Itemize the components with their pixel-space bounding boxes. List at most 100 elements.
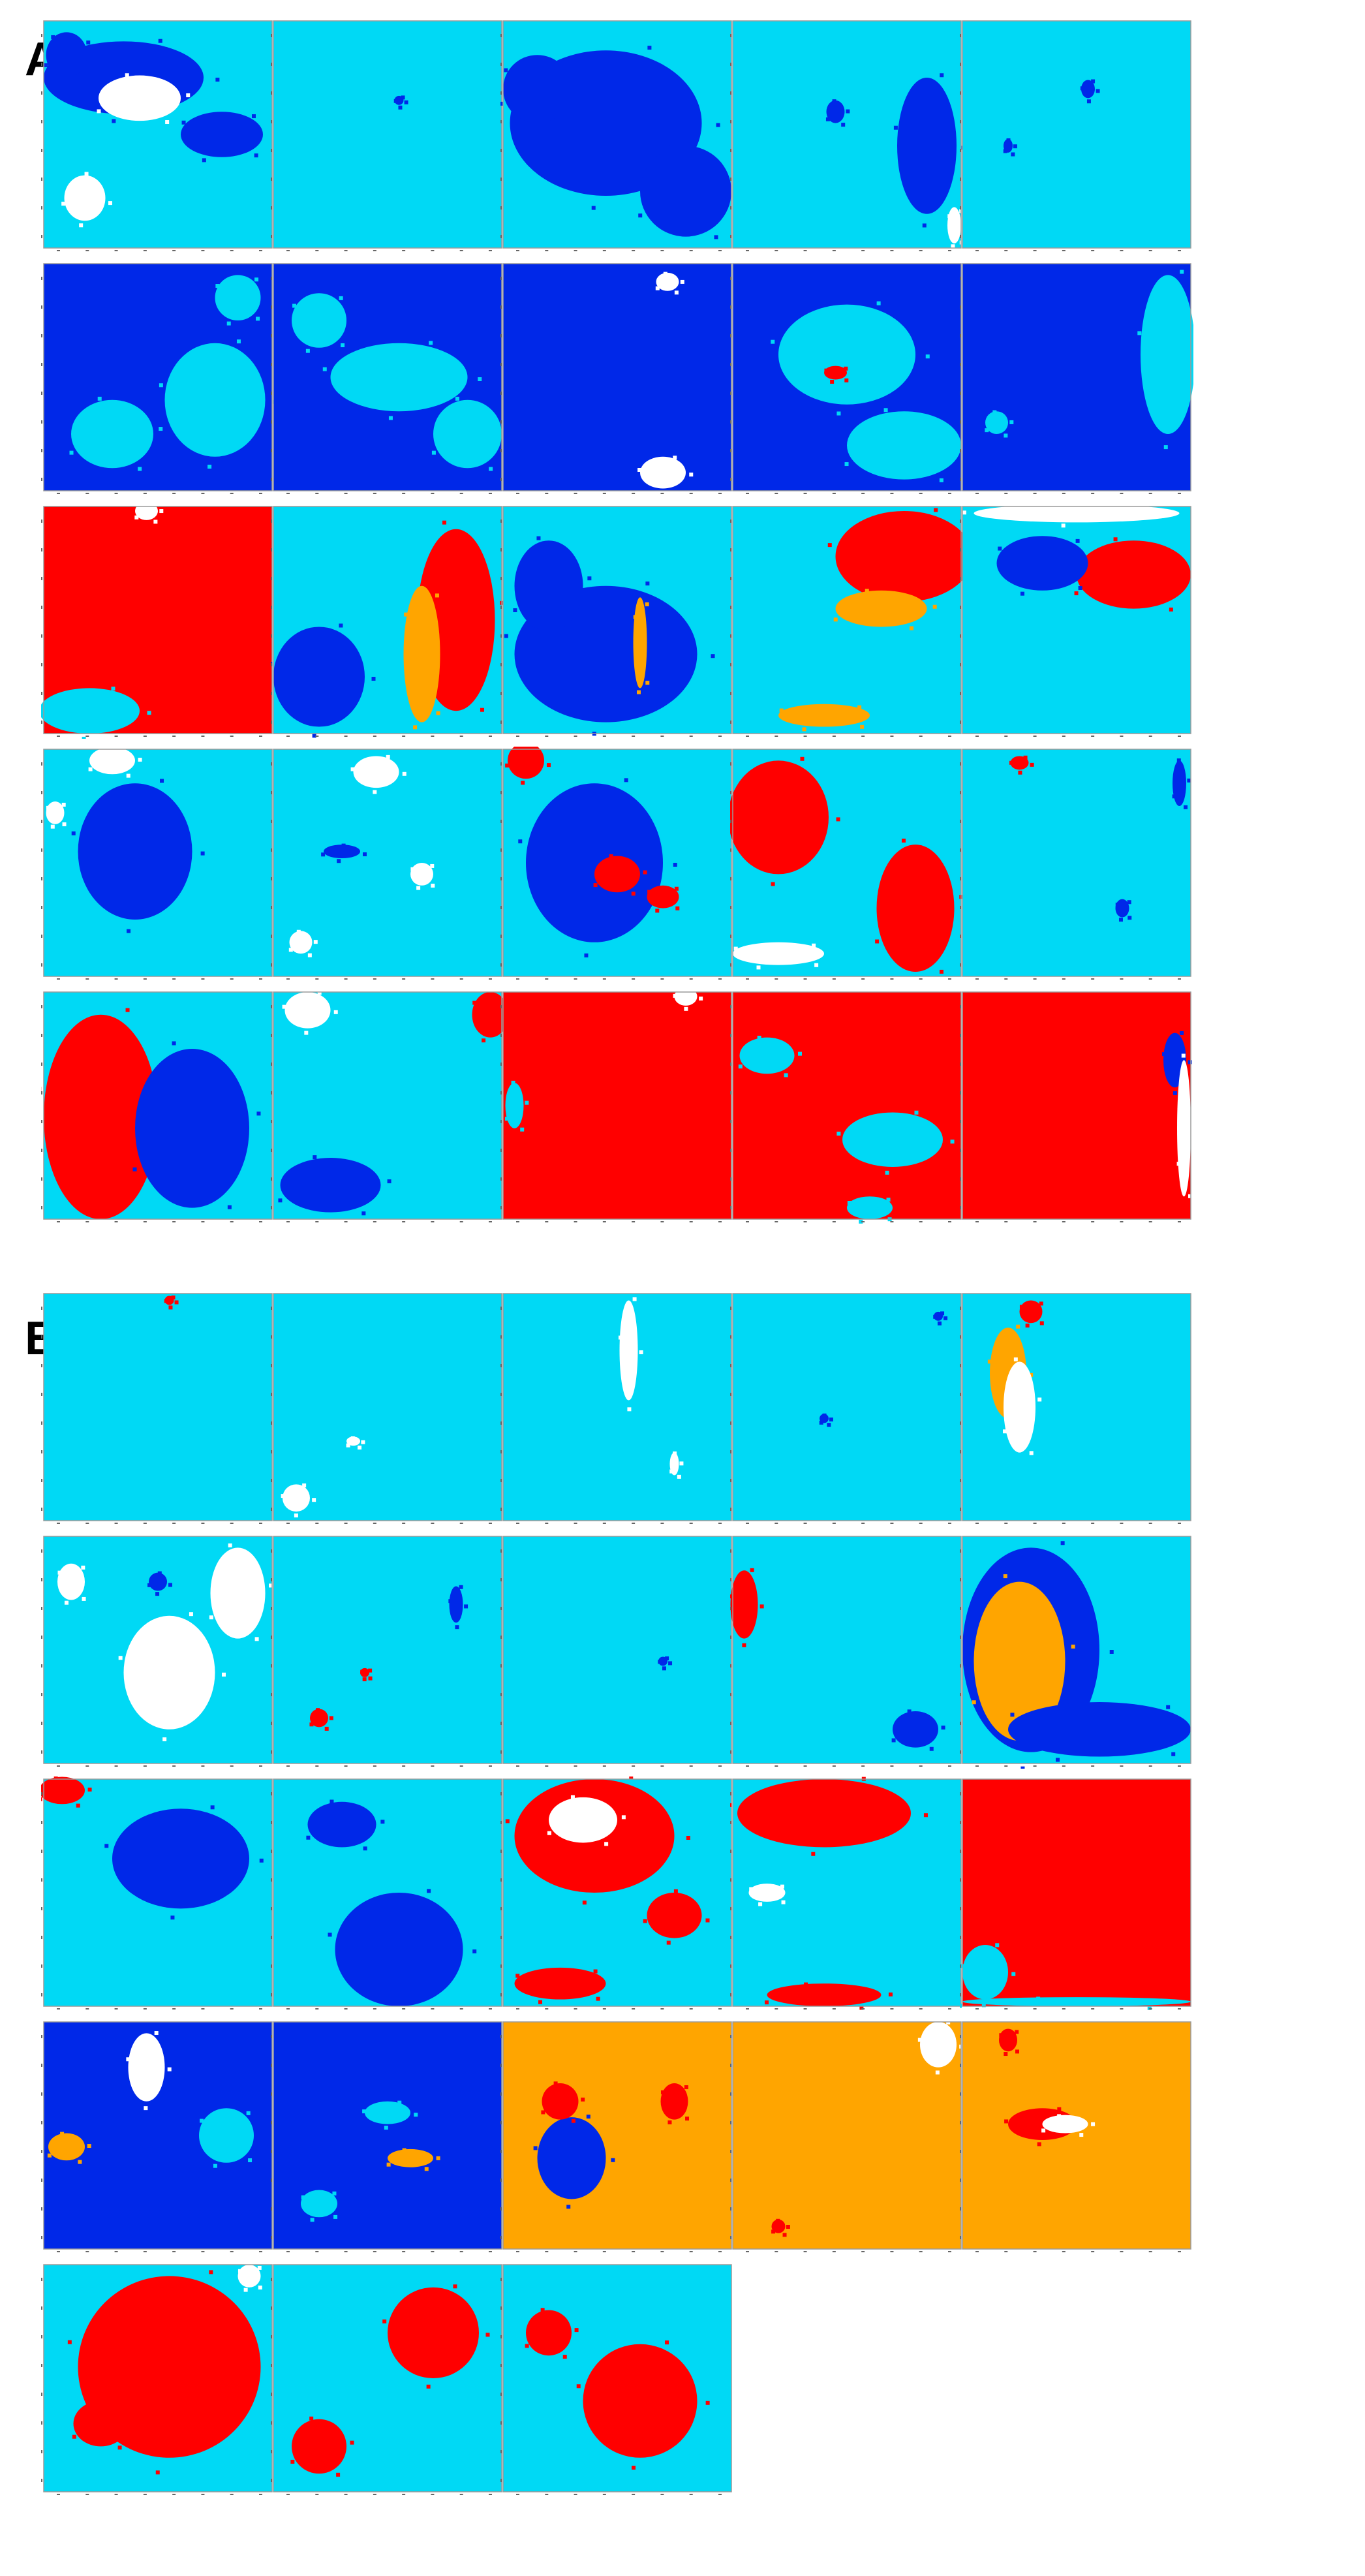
x-axis-tick <box>746 1523 749 1524</box>
y-axis-tick <box>41 2236 42 2239</box>
x-axis-tick <box>775 1765 778 1767</box>
class-speckle-red <box>661 2090 666 2094</box>
class-region-orange <box>48 2133 85 2161</box>
x-axis-tick <box>1178 493 1181 494</box>
class-speckle-red <box>574 2328 579 2333</box>
class-speckle-cyan <box>784 1073 788 1078</box>
x-axis-tick <box>172 250 176 251</box>
map-tile-b-12 <box>271 1777 504 2011</box>
class-region-white <box>238 2265 261 2288</box>
class-region-red <box>472 992 504 1038</box>
x-axis-tick <box>602 2251 606 2252</box>
x-axis-tick <box>574 1523 577 1524</box>
x-axis-tick <box>1033 493 1037 494</box>
x-axis-tick <box>632 978 636 980</box>
y-axis-tick <box>960 1005 961 1008</box>
x-axis-tick <box>660 2008 664 2010</box>
x-axis-tick <box>373 736 376 737</box>
x-axis-tick <box>489 1221 492 1222</box>
x-axis-tick <box>948 493 951 494</box>
y-axis-tick <box>271 2393 272 2396</box>
y-axis-tick <box>960 149 961 152</box>
x-axis-tick <box>1033 978 1037 980</box>
map-frame <box>273 2021 502 2250</box>
class-region-red <box>647 1893 702 1938</box>
class-speckle-white <box>153 520 158 524</box>
map-background <box>733 2022 961 2249</box>
class-speckle-blue <box>200 851 205 856</box>
x-axis-tick <box>143 2494 147 2495</box>
x-axis-tick <box>143 2008 147 2010</box>
class-speckle-blue <box>387 1179 391 1184</box>
class-speckle-orange <box>909 626 913 630</box>
y-axis-tick <box>730 1034 731 1037</box>
map-background <box>962 2022 1191 2249</box>
class-speckle-cyan <box>1004 433 1008 438</box>
y-axis-tick <box>41 2335 42 2338</box>
x-axis-tick <box>718 978 722 980</box>
y-axis-tick <box>41 820 42 823</box>
x-axis-tick <box>775 493 778 494</box>
y-axis-tick <box>41 1450 42 1453</box>
y-axis-tick <box>271 478 272 481</box>
class-speckle-red <box>442 520 446 525</box>
y-axis-tick <box>730 1479 731 1482</box>
map-background <box>962 749 1191 976</box>
x-axis-tick <box>459 2494 463 2495</box>
class-speckle-red <box>771 882 775 886</box>
class-speckle-blue <box>1172 794 1176 799</box>
y-axis-tick <box>41 1936 42 1939</box>
class-speckle-red <box>515 1974 520 1978</box>
class-speckle-white <box>689 473 694 477</box>
map-frame <box>43 2021 273 2250</box>
x-axis-tick <box>259 2251 262 2252</box>
y-axis-tick <box>500 305 502 309</box>
class-speckle-red <box>901 838 906 843</box>
y-axis-tick <box>500 520 502 523</box>
class-region-red <box>583 2344 698 2458</box>
class-speckle-blue <box>251 114 256 119</box>
y-axis-tick <box>730 1693 731 1696</box>
x-axis-tick <box>602 736 606 737</box>
y-axis-tick <box>500 2121 502 2124</box>
class-speckle-white <box>282 1004 286 1009</box>
class-speckle-blue <box>1096 89 1100 93</box>
class-speckle-blue <box>591 206 596 210</box>
x-axis-tick <box>431 250 435 251</box>
x-axis-tick <box>803 1765 807 1767</box>
class-speckle-red <box>1004 2052 1008 2056</box>
x-axis-tick <box>1148 493 1152 494</box>
classification-map <box>271 1536 502 1767</box>
class-speckle-red <box>453 2284 457 2289</box>
y-axis-tick <box>960 1607 961 1610</box>
map-frame <box>273 1293 502 1521</box>
y-axis-tick <box>271 235 272 238</box>
y-axis-tick <box>41 606 42 609</box>
x-axis-tick <box>1033 1221 1037 1222</box>
map-frame <box>502 991 732 1220</box>
x-axis-tick <box>143 1523 147 1524</box>
x-axis-tick <box>718 2008 722 2010</box>
x-axis-tick <box>948 1765 951 1767</box>
class-region-white <box>656 272 679 291</box>
y-axis-tick <box>271 1206 272 1209</box>
class-speckle-cyan <box>207 465 212 469</box>
class-speckle-cyan <box>520 1127 525 1132</box>
x-axis-tick <box>143 2251 147 2252</box>
class-region-cyan <box>164 343 266 457</box>
class-region-red <box>767 1983 882 2006</box>
class-speckle-red <box>131 2419 136 2423</box>
map-background <box>962 21 1191 248</box>
y-axis-tick <box>730 634 731 638</box>
map-tile-a-25 <box>960 989 1193 1224</box>
y-axis-tick <box>730 1307 731 1310</box>
map-tile-a-7 <box>271 261 504 496</box>
y-axis-tick <box>960 334 961 337</box>
class-speckle-red <box>505 763 510 768</box>
y-axis-tick <box>730 762 731 766</box>
x-axis-tick <box>459 1523 463 1524</box>
y-axis-tick <box>271 1607 272 1610</box>
map-frame <box>502 2021 732 2250</box>
class-speckle-cyan <box>960 2004 962 2008</box>
map-tile-a-6 <box>41 261 275 496</box>
